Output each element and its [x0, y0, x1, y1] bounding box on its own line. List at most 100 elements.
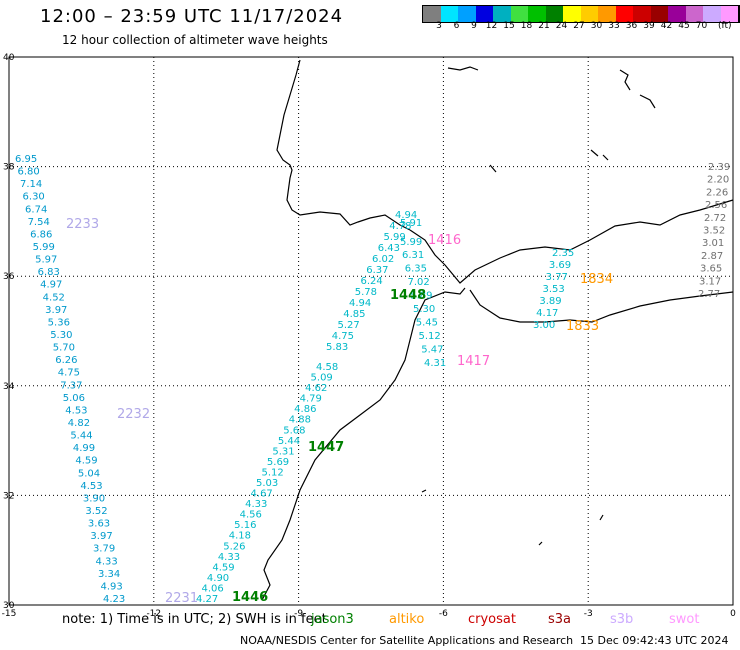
lat-tick-label: 40	[3, 53, 15, 63]
color-swatch	[423, 6, 441, 22]
swh-value-west-track: 4.52	[43, 292, 65, 303]
coastline	[619, 69, 631, 91]
lon-tick-label: -3	[584, 609, 593, 619]
color-scale-tick-label: 30	[590, 21, 603, 31]
color-swatch	[510, 6, 528, 22]
map-subtitle: 12 hour collection of altimeter wave hei…	[62, 33, 328, 47]
pass-time-label: 1417	[457, 354, 490, 369]
color-swatch	[493, 6, 511, 22]
swh-value-east-track: 5.16	[234, 520, 256, 531]
swh-value-east-track: 6.02	[372, 254, 394, 265]
swh-value-inset: 5.91	[400, 218, 422, 229]
lon-tick-label: -9	[294, 609, 303, 619]
swh-value-west-track: 5.36	[48, 317, 70, 328]
color-swatch	[598, 6, 616, 22]
swh-value-west-track: 4.33	[95, 556, 117, 567]
color-scale-tick-label: 36	[625, 21, 638, 31]
swh-value-west-track: 6.74	[25, 204, 47, 215]
swh-value-east-track: 4.33	[245, 499, 267, 510]
swh-value-east-track: 4.58	[316, 362, 338, 373]
color-swatch	[545, 6, 563, 22]
swh-value-west-track: 6.30	[23, 192, 45, 203]
swh-value-east-track: 4.62	[305, 383, 327, 394]
swh-value-west-track: 4.82	[68, 418, 90, 429]
color-scale-tick-label: 45	[678, 21, 690, 31]
swh-value-east-track: 4.59	[212, 562, 234, 573]
swh-value-right-track: 2.39	[708, 162, 730, 173]
swh-value-east-track: 5.27	[338, 320, 360, 331]
color-scale-tick-label: 70	[695, 21, 708, 31]
swh-value-west-track: 5.99	[33, 242, 55, 253]
satellite-legend-swot: swot	[669, 612, 700, 627]
swh-value-east-track: 4.78	[389, 221, 411, 232]
swh-value-east-track: 6.43	[378, 243, 400, 254]
color-scale-tick-label: 3	[436, 21, 442, 31]
swh-value-west-track: 3.79	[93, 544, 115, 555]
lon-tick-label: 0	[730, 609, 736, 619]
swh-value-swot-track: 5.30	[413, 304, 435, 315]
swh-value-east-track: 3.00	[533, 320, 555, 331]
map-frame	[8, 56, 734, 606]
swh-value-right-track: 3.17	[699, 276, 721, 287]
color-scale-tick-label: 21	[538, 21, 550, 31]
swh-value-swot-track: 5.47	[421, 345, 443, 356]
lat-tick-label: 38	[3, 163, 15, 173]
swh-value-right-track: 3.65	[700, 264, 722, 275]
swh-value-swot-track: 6.31	[402, 250, 424, 261]
swh-value-west-track: 6.95	[15, 154, 37, 165]
swh-value-swot-track: 7.02	[408, 277, 430, 288]
satellite-legend-s3a: s3a	[548, 612, 572, 627]
pass-time-label: 1416	[428, 233, 461, 248]
color-swatch	[458, 6, 476, 22]
footer-note: note: 1) Time is in UTC; 2) SWH is in fe…	[62, 612, 327, 627]
satellite-legend-s3b: s3b	[610, 612, 634, 627]
swh-value-west-track: 3.90	[83, 493, 105, 504]
color-scale-tick-label: 24	[555, 21, 568, 31]
color-scale-tick-label: 42	[660, 21, 673, 31]
swh-value-west-track: 6.86	[30, 229, 52, 240]
color-scale-tick-label: 6	[453, 21, 460, 31]
swh-value-east-track: 3.69	[549, 260, 571, 271]
satellite-legend-cryosat: cryosat	[468, 612, 516, 627]
pass-time-label: 1447	[308, 440, 344, 455]
swh-value-swot-track: 5.12	[419, 331, 441, 342]
map-title: 12:00 – 23:59 UTC 11/17/2024	[40, 6, 344, 27]
swh-value-east-track: 4.67	[251, 489, 273, 500]
swh-value-swot-track: 5.89	[410, 291, 432, 302]
color-swatch	[685, 6, 703, 22]
swh-value-west-track: 5.97	[35, 255, 57, 266]
swh-value-right-track: 2.56	[705, 200, 727, 211]
swh-value-east-track: 5.44	[278, 436, 300, 447]
swh-value-east-track: 5.26	[223, 541, 245, 552]
coastline	[261, 287, 466, 601]
swh-value-east-track: 5.78	[355, 287, 377, 298]
swh-value-west-track: 4.53	[65, 405, 87, 416]
pass-time-label: 2233	[66, 217, 99, 232]
coastline	[489, 164, 497, 173]
pass-time-label: 1833	[566, 319, 599, 334]
color-scale-tick-label: 18	[520, 21, 533, 31]
coastline	[276, 59, 411, 231]
swh-value-east-track: 4.56	[240, 510, 262, 521]
swh-value-inset: 5.99	[400, 237, 422, 248]
coastline	[602, 154, 609, 161]
coastline	[639, 94, 656, 109]
swh-value-swot-track: 6.35	[405, 264, 427, 275]
swh-value-west-track: 6.26	[55, 355, 77, 366]
color-scale-tick-label: 15	[503, 21, 515, 31]
swh-value-west-track: 3.97	[90, 531, 112, 542]
swh-value-east-track: 4.88	[289, 415, 311, 426]
swh-value-west-track: 3.63	[88, 519, 110, 530]
color-scale-tick-label: 33	[608, 21, 620, 31]
color-scale-tick-label: 27	[573, 21, 585, 31]
lat-tick-label: 32	[3, 491, 14, 501]
swh-value-east-track: 4.86	[294, 404, 316, 415]
swh-value-west-track: 7.37	[60, 380, 82, 391]
swh-value-east-track: 5.12	[261, 467, 283, 478]
swh-value-west-track: 5.44	[70, 431, 92, 442]
swh-value-west-track: 5.06	[63, 393, 85, 404]
swh-value-east-track: 4.17	[536, 308, 558, 319]
pass-time-label: 2232	[117, 407, 150, 422]
swh-value-west-track: 3.97	[45, 305, 67, 316]
footer-credit: NOAA/NESDIS Center for Satellite Applica…	[240, 634, 574, 647]
